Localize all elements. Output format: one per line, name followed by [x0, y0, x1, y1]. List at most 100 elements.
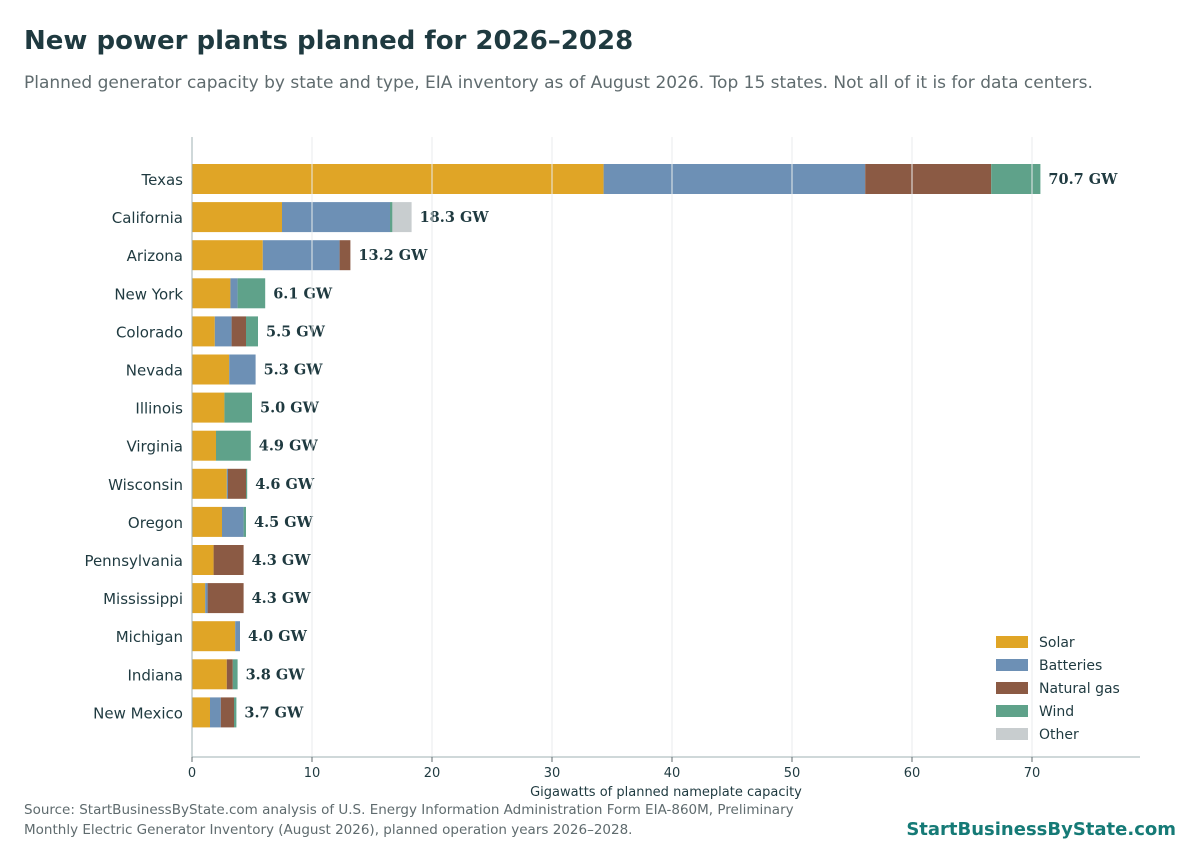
total-data-label: 18.3 GW [420, 209, 490, 226]
category-label: Michigan [116, 628, 183, 646]
x-tick-label: 0 [188, 766, 196, 781]
bar-segment-wind [234, 697, 237, 728]
chart-title: New power plants planned for 2026–2028 [24, 26, 634, 56]
bar-segment-wind [224, 392, 252, 423]
category-label: Pennsylvania [84, 552, 183, 570]
legend-label: Natural gas [1039, 681, 1120, 697]
bar-segment-wind [237, 278, 266, 309]
bar-segment-batteries [226, 468, 228, 499]
bar-segment-batteries [229, 354, 256, 385]
bar-segment-batteries [222, 506, 244, 537]
total-data-label: 4.6 GW [255, 476, 315, 493]
legend-swatch-natural-gas [996, 682, 1028, 694]
bar-segment-batteries [235, 621, 240, 652]
total-data-label: 13.2 GW [358, 247, 428, 264]
total-data-label: 70.7 GW [1048, 171, 1118, 188]
bar-segment-natural-gas [231, 316, 246, 347]
x-tick-label: 20 [424, 766, 441, 781]
category-label: Texas [141, 171, 184, 189]
source-line-1: Source: StartBusinessByState.com analysi… [24, 802, 794, 818]
category-label: Nevada [126, 362, 183, 380]
bar-segment-solar [192, 545, 214, 575]
x-tick-label: 50 [784, 766, 801, 781]
bar-segment-natural-gas [339, 240, 351, 271]
bar-segment-wind [232, 659, 238, 690]
bar-segment-natural-gas [207, 583, 244, 614]
legend-swatch-other [996, 728, 1028, 740]
legend-swatch-solar [996, 636, 1028, 648]
bar-segment-wind [246, 316, 258, 347]
bar-segment-solar [192, 240, 263, 271]
category-label: Wisconsin [108, 476, 183, 494]
bar-segment-solar [192, 468, 227, 499]
bar-segment-batteries [282, 202, 390, 233]
bar-segment-wind [243, 506, 246, 537]
x-tick-label: 60 [904, 766, 921, 781]
legend-label: Solar [1039, 635, 1075, 651]
category-label: Illinois [135, 400, 183, 418]
bar-segment-solar [192, 392, 225, 423]
bar-segment-solar [192, 697, 210, 728]
bar-segment-solar [192, 164, 604, 194]
bar-segment-wind [390, 202, 393, 233]
category-label: Oregon [128, 514, 183, 532]
brand-wordmark[interactable]: StartBusinessByState.com [906, 819, 1176, 840]
category-label: Mississippi [103, 590, 183, 608]
total-data-label: 4.9 GW [259, 438, 319, 455]
bar-segment-natural-gas [213, 545, 244, 575]
total-data-label: 4.0 GW [248, 628, 308, 645]
legend-label: Wind [1039, 704, 1074, 720]
bar-segment-batteries [210, 697, 221, 728]
category-label: Colorado [116, 323, 183, 341]
legend-label: Other [1039, 727, 1079, 743]
legend-label: Batteries [1039, 658, 1102, 674]
total-data-label: 3.8 GW [246, 666, 306, 683]
category-label: Virginia [126, 438, 183, 456]
bar-segment-natural-gas [228, 468, 246, 499]
source-line-2: Monthly Electric Generator Inventory (Au… [24, 822, 633, 838]
legend-swatch-batteries [996, 659, 1028, 671]
bar-segment-solar [192, 583, 206, 614]
bar-segment-solar [192, 430, 216, 461]
bar-segment-wind [246, 468, 248, 499]
total-data-label: 4.5 GW [254, 514, 314, 531]
bar-segment-batteries [603, 164, 866, 194]
total-data-label: 4.3 GW [252, 552, 312, 569]
bar-segment-wind [216, 430, 251, 461]
x-tick-label: 10 [304, 766, 321, 781]
total-data-label: 5.3 GW [264, 362, 324, 379]
total-data-label: 5.5 GW [266, 323, 326, 340]
bar-segment-solar [192, 202, 282, 233]
bar-segment-natural-gas [226, 659, 233, 690]
category-label: California [112, 209, 183, 227]
source-note: Source: StartBusinessByState.com analysi… [24, 800, 794, 840]
bar-segment-solar [192, 621, 236, 652]
chart-subtitle: Planned generator capacity by state and … [24, 73, 1093, 93]
category-label: New Mexico [93, 704, 183, 722]
category-label: New York [114, 285, 183, 303]
total-data-label: 5.0 GW [260, 400, 320, 417]
bar-segment-solar [192, 316, 215, 347]
bar-segment-batteries [214, 316, 232, 347]
category-label: Indiana [127, 666, 183, 684]
bar-segment-solar [192, 659, 227, 690]
bar-segment-other [392, 202, 412, 233]
bar-segment-batteries [230, 278, 238, 309]
x-tick-label: 30 [544, 766, 561, 781]
bar-segment-batteries [262, 240, 340, 271]
total-data-label: 3.7 GW [244, 704, 304, 721]
bar-segment-natural-gas [220, 697, 234, 728]
total-data-label: 4.3 GW [252, 590, 312, 607]
x-axis-title: Gigawatts of planned nameplate capacity [530, 785, 802, 800]
x-tick-label: 40 [664, 766, 681, 781]
total-data-label: 6.1 GW [273, 285, 333, 302]
bar-segment-wind [991, 164, 1041, 194]
bar-segment-natural-gas [865, 164, 992, 194]
bar-segment-solar [192, 278, 231, 309]
bar-segment-solar [192, 506, 222, 537]
bar-segment-solar [192, 354, 230, 385]
x-tick-label: 70 [1024, 766, 1041, 781]
legend-swatch-wind [996, 705, 1028, 717]
category-label: Arizona [127, 247, 183, 265]
